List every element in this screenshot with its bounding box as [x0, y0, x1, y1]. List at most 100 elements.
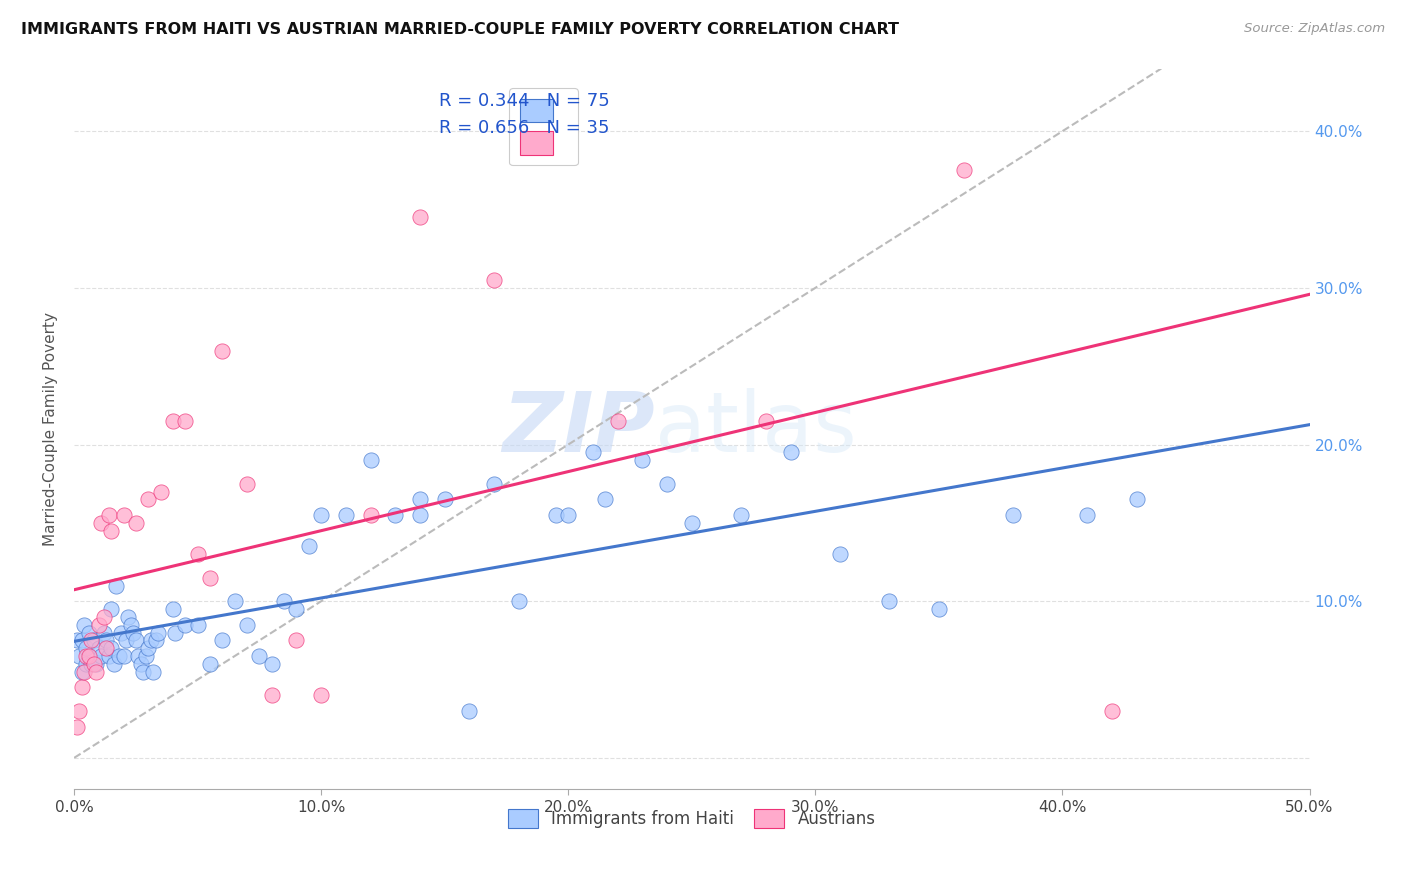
Point [86, 665, 108, 679]
Point [73, 665, 96, 679]
Point [70, 681, 93, 695]
Point [96, 641, 118, 656]
Point [127, 648, 149, 663]
Point [482, 476, 505, 491]
Point [86, 657, 108, 671]
Point [236, 617, 259, 632]
Point [335, 508, 357, 522]
Point [122, 625, 145, 640]
Point [211, 633, 233, 648]
Point [80, 657, 103, 671]
Point [136, 641, 159, 656]
Point [129, 657, 152, 671]
Point [482, 273, 505, 287]
Point [80, 633, 103, 648]
Point [145, 633, 167, 648]
Legend: Immigrants from Haiti, Austrians: Immigrants from Haiti, Austrians [502, 803, 882, 835]
Point [115, 633, 138, 648]
Point [1125, 492, 1147, 507]
Point [112, 508, 135, 522]
Point [582, 445, 605, 459]
Point [77, 625, 100, 640]
Point [112, 648, 135, 663]
Point [409, 508, 432, 522]
Point [828, 547, 851, 561]
Point [77, 648, 100, 663]
Point [70, 633, 93, 648]
Point [162, 414, 184, 428]
Point [146, 625, 169, 640]
Point [83, 657, 105, 671]
Text: ZIP: ZIP [502, 388, 655, 469]
Point [879, 594, 901, 608]
Point [273, 594, 295, 608]
Point [224, 594, 246, 608]
Point [67, 704, 90, 718]
Point [162, 602, 184, 616]
Y-axis label: Married-Couple Family Poverty: Married-Couple Family Poverty [44, 312, 58, 546]
Point [260, 657, 283, 671]
Point [75, 648, 97, 663]
Point [544, 508, 567, 522]
Point [1076, 508, 1098, 522]
Point [928, 602, 950, 616]
Point [100, 602, 122, 616]
Point [298, 540, 321, 554]
Point [83, 633, 105, 648]
Point [174, 414, 197, 428]
Point [105, 578, 128, 592]
Point [409, 211, 432, 225]
Point [198, 571, 221, 585]
Point [309, 688, 332, 702]
Point [211, 343, 233, 358]
Point [187, 547, 209, 561]
Point [67, 648, 90, 663]
Point [508, 594, 530, 608]
Point [65, 720, 87, 734]
Point [309, 508, 332, 522]
Point [73, 617, 96, 632]
Text: R = 0.344   N = 75: R = 0.344 N = 75 [439, 92, 609, 110]
Point [655, 476, 678, 491]
Text: atlas: atlas [655, 388, 856, 469]
Point [93, 625, 115, 640]
Point [70, 665, 93, 679]
Point [97, 508, 120, 522]
Point [100, 641, 122, 656]
Point [384, 508, 406, 522]
Point [93, 610, 115, 624]
Point [1101, 704, 1123, 718]
Point [631, 453, 654, 467]
Point [136, 492, 159, 507]
Text: R = 0.656   N = 35: R = 0.656 N = 35 [439, 119, 609, 136]
Point [1001, 508, 1024, 522]
Point [409, 492, 432, 507]
Point [65, 633, 87, 648]
Point [755, 414, 778, 428]
Point [165, 625, 187, 640]
Point [100, 524, 122, 538]
Point [135, 648, 157, 663]
Point [90, 516, 112, 530]
Point [247, 648, 270, 663]
Point [107, 648, 129, 663]
Point [458, 704, 481, 718]
Point [103, 657, 125, 671]
Text: Source: ZipAtlas.com: Source: ZipAtlas.com [1244, 22, 1385, 36]
Point [125, 633, 148, 648]
Point [730, 508, 752, 522]
Text: IMMIGRANTS FROM HAITI VS AUSTRIAN MARRIED-COUPLE FAMILY POVERTY CORRELATION CHAR: IMMIGRANTS FROM HAITI VS AUSTRIAN MARRIE… [21, 22, 898, 37]
Point [236, 476, 259, 491]
Point [90, 648, 112, 663]
Point [142, 665, 165, 679]
Point [149, 484, 172, 499]
Point [117, 610, 139, 624]
Point [360, 453, 382, 467]
Point [198, 657, 221, 671]
Point [285, 602, 308, 616]
Point [285, 633, 308, 648]
Point [595, 492, 617, 507]
Point [96, 633, 118, 648]
Point [87, 617, 110, 632]
Point [360, 508, 382, 522]
